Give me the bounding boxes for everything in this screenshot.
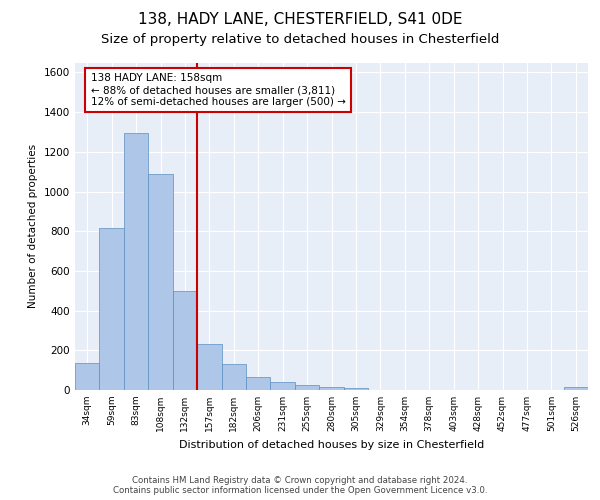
Text: 138, HADY LANE, CHESTERFIELD, S41 0DE: 138, HADY LANE, CHESTERFIELD, S41 0DE [138, 12, 462, 28]
Bar [246, 377, 271, 390]
Bar [173, 292, 197, 390]
Text: Size of property relative to detached houses in Chesterfield: Size of property relative to detached ho… [101, 32, 499, 46]
Bar [75, 362, 100, 390]
Y-axis label: Number of detached properties: Number of detached properties [28, 144, 38, 308]
Bar [100, 228, 124, 390]
Bar [197, 344, 221, 390]
Bar [124, 133, 148, 390]
Text: 138 HADY LANE: 158sqm
← 88% of detached houses are smaller (3,811)
12% of semi-d: 138 HADY LANE: 158sqm ← 88% of detached … [91, 74, 346, 106]
Bar [563, 387, 588, 390]
X-axis label: Distribution of detached houses by size in Chesterfield: Distribution of detached houses by size … [179, 440, 484, 450]
Bar [319, 387, 344, 390]
Bar [295, 384, 319, 390]
Bar [148, 174, 173, 390]
Bar [344, 388, 368, 390]
Bar [271, 382, 295, 390]
Text: Contains HM Land Registry data © Crown copyright and database right 2024.
Contai: Contains HM Land Registry data © Crown c… [113, 476, 487, 495]
Bar [221, 364, 246, 390]
